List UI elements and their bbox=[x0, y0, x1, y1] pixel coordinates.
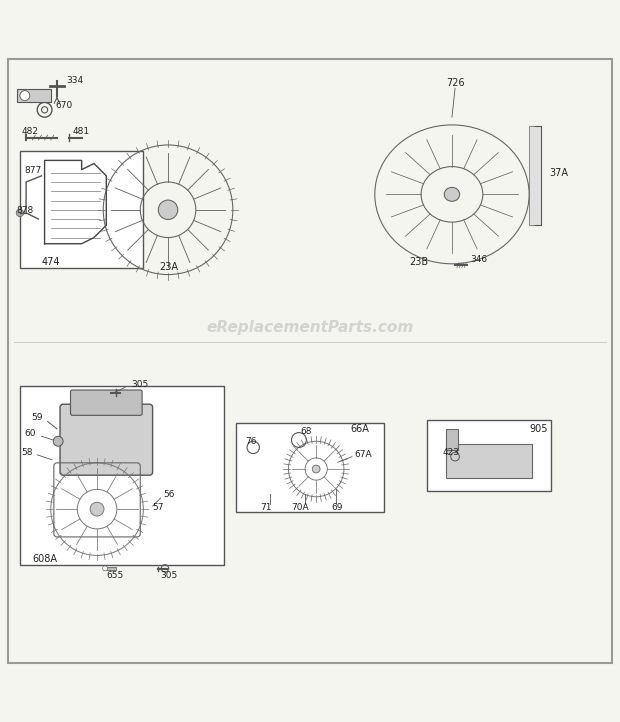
Text: 66A: 66A bbox=[350, 424, 369, 434]
FancyBboxPatch shape bbox=[71, 390, 142, 415]
Text: 878: 878 bbox=[17, 206, 34, 215]
FancyBboxPatch shape bbox=[236, 422, 384, 512]
Text: 67A: 67A bbox=[355, 450, 372, 458]
Text: 60: 60 bbox=[25, 430, 37, 438]
Text: 68: 68 bbox=[300, 427, 312, 436]
FancyBboxPatch shape bbox=[60, 404, 153, 475]
Text: 474: 474 bbox=[42, 257, 60, 267]
Text: 877: 877 bbox=[25, 166, 42, 175]
Text: 905: 905 bbox=[529, 424, 547, 434]
Text: 58: 58 bbox=[22, 448, 33, 457]
Circle shape bbox=[158, 200, 178, 219]
Text: eReplacementParts.com: eReplacementParts.com bbox=[206, 320, 414, 334]
Polygon shape bbox=[446, 429, 458, 451]
Text: 305: 305 bbox=[131, 380, 148, 389]
Polygon shape bbox=[104, 567, 115, 570]
Text: 69: 69 bbox=[332, 503, 343, 513]
Text: 56: 56 bbox=[164, 490, 175, 499]
Text: 76: 76 bbox=[245, 438, 257, 446]
Ellipse shape bbox=[445, 188, 459, 201]
Text: 670: 670 bbox=[56, 101, 73, 110]
Text: 23A: 23A bbox=[159, 262, 178, 272]
Text: 608A: 608A bbox=[32, 554, 57, 564]
FancyBboxPatch shape bbox=[529, 126, 541, 225]
Circle shape bbox=[20, 91, 30, 100]
Circle shape bbox=[90, 503, 104, 516]
Text: 482: 482 bbox=[22, 127, 39, 136]
Text: 57: 57 bbox=[153, 503, 164, 513]
FancyBboxPatch shape bbox=[427, 419, 551, 491]
Text: 346: 346 bbox=[471, 256, 487, 264]
Text: 726: 726 bbox=[446, 78, 464, 88]
Circle shape bbox=[53, 436, 63, 446]
Circle shape bbox=[312, 465, 320, 473]
Circle shape bbox=[103, 566, 107, 571]
Text: 59: 59 bbox=[31, 413, 43, 422]
Text: 423: 423 bbox=[443, 448, 459, 457]
Polygon shape bbox=[446, 444, 532, 478]
FancyBboxPatch shape bbox=[20, 151, 143, 269]
FancyBboxPatch shape bbox=[20, 386, 224, 565]
Circle shape bbox=[16, 209, 24, 217]
Text: 305: 305 bbox=[161, 571, 178, 580]
Text: 334: 334 bbox=[66, 77, 83, 85]
Text: 655: 655 bbox=[106, 571, 123, 580]
Text: 481: 481 bbox=[73, 127, 89, 136]
Text: 71: 71 bbox=[260, 503, 272, 513]
Polygon shape bbox=[17, 90, 51, 102]
Text: 23B: 23B bbox=[409, 257, 428, 267]
Text: 70A: 70A bbox=[291, 503, 309, 513]
Text: 37A: 37A bbox=[549, 168, 568, 178]
